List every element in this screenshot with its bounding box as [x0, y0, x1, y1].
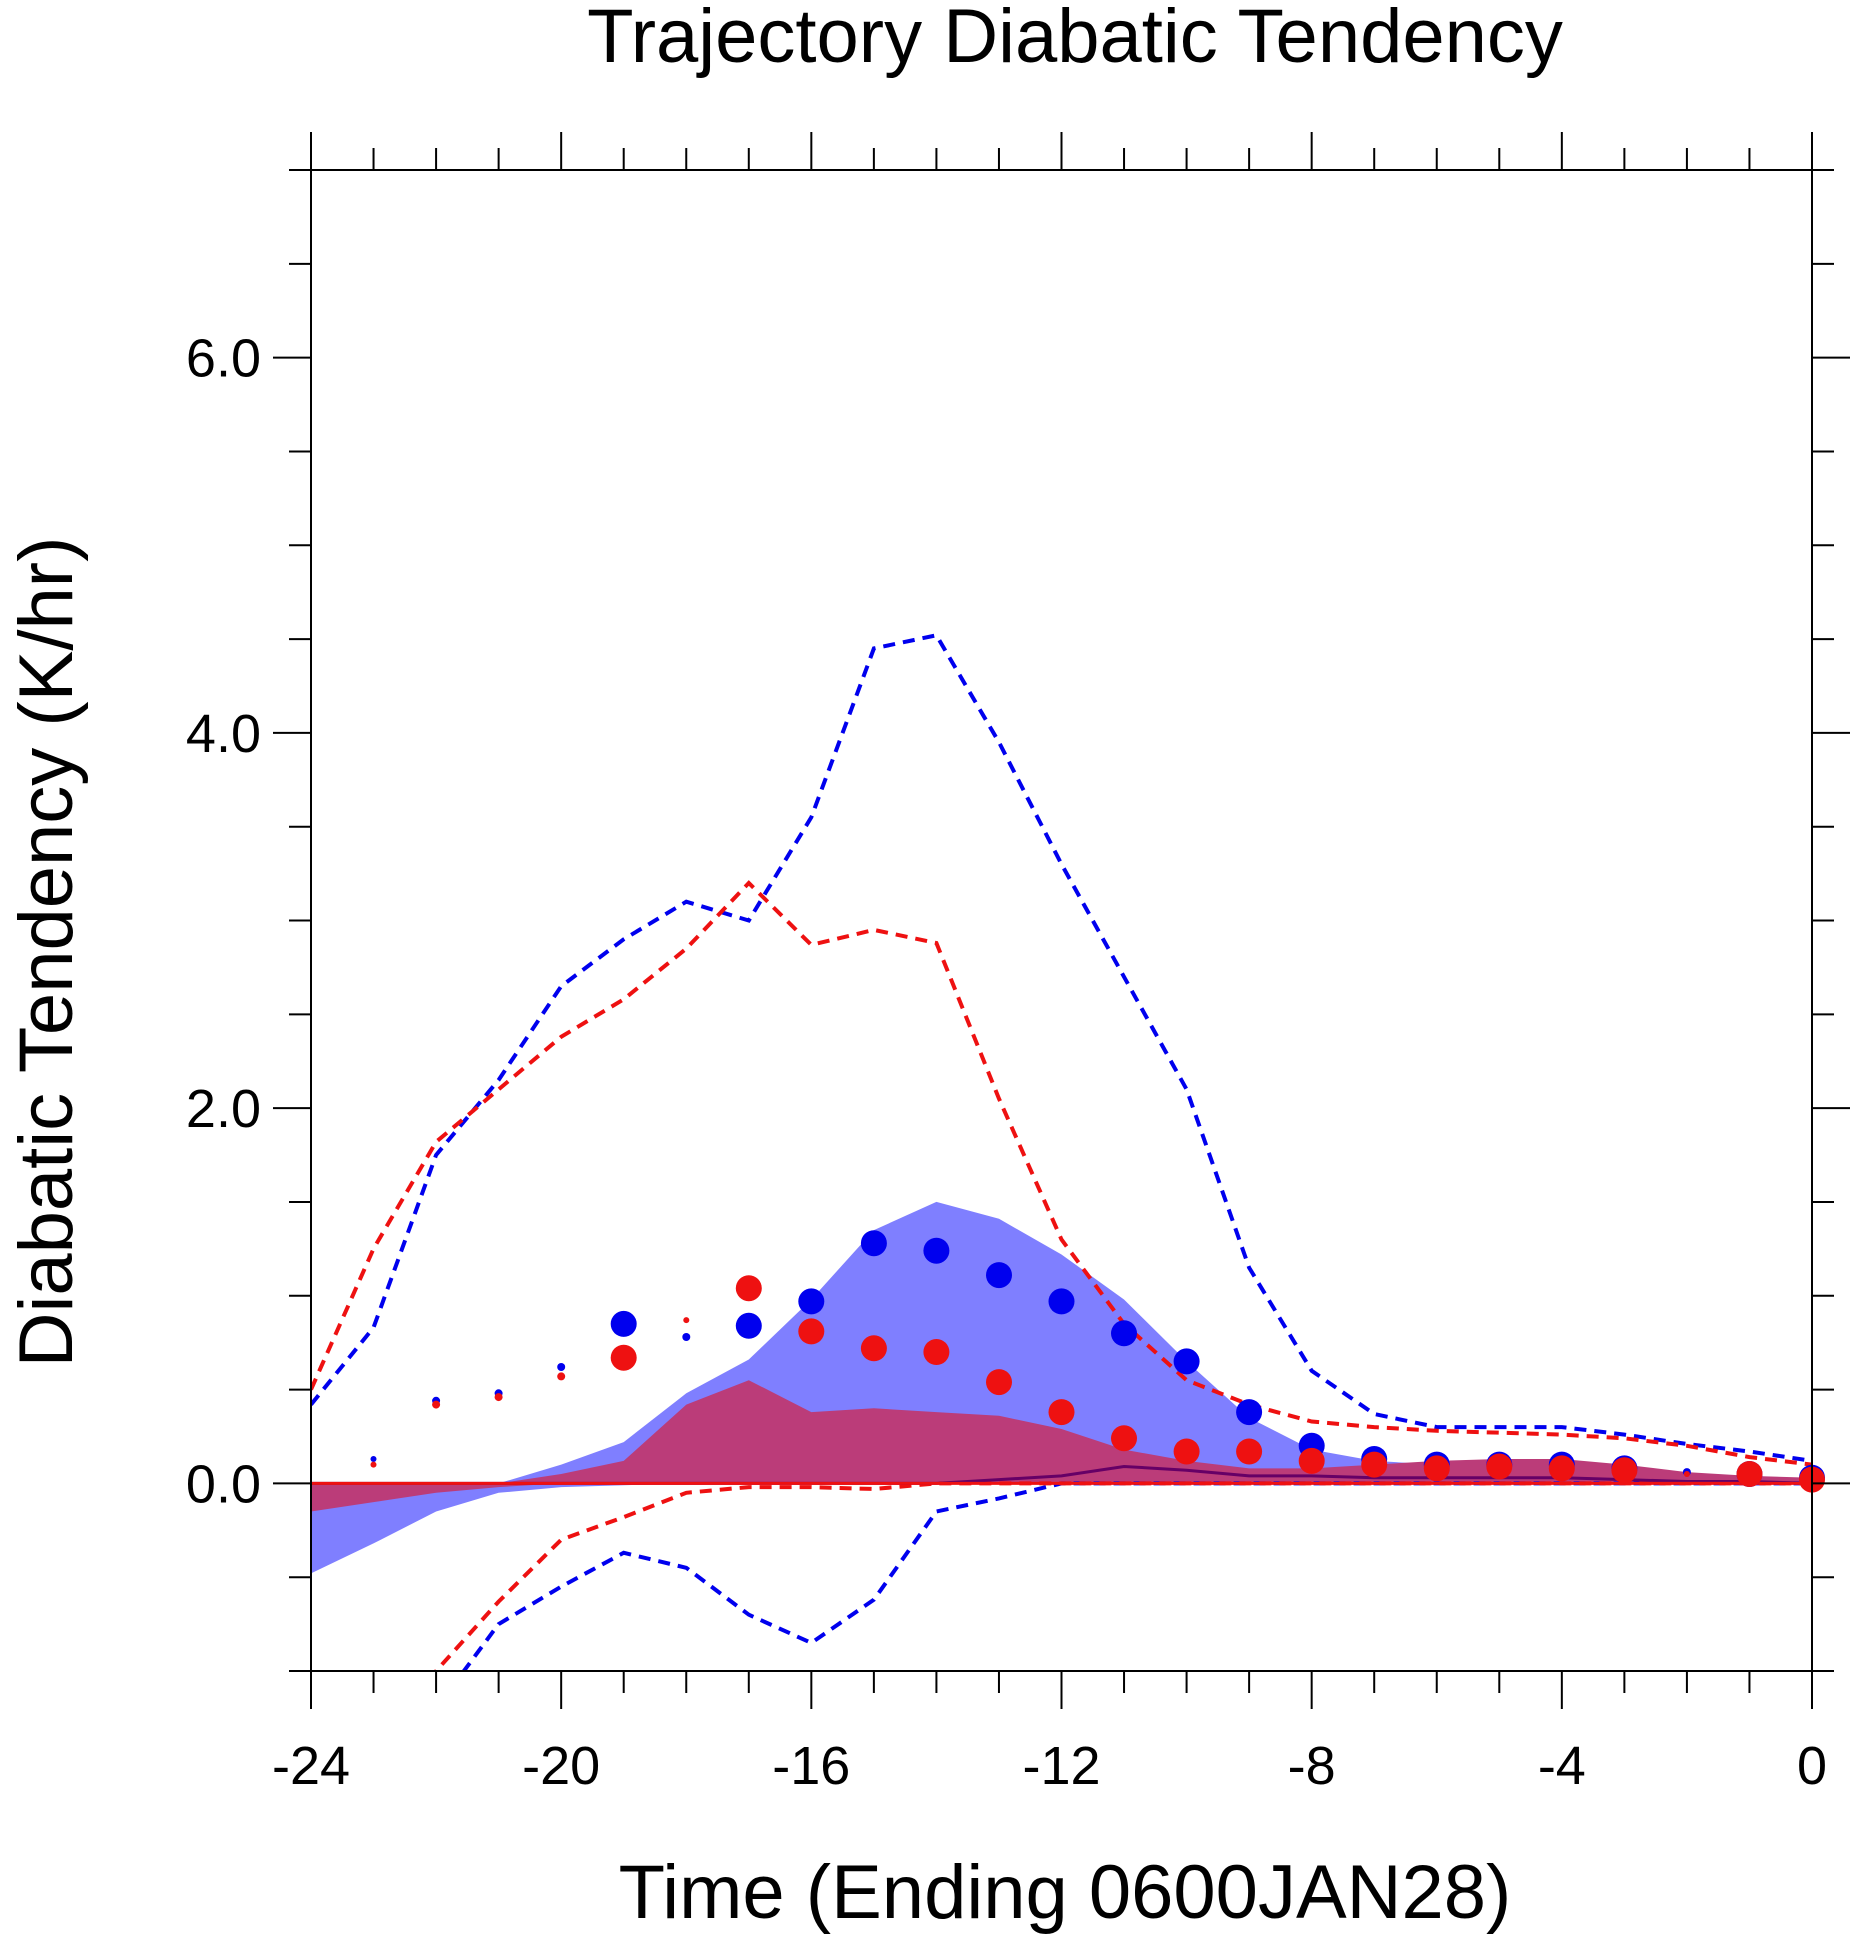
data-point-red [1736, 1461, 1763, 1487]
y-tick-label: 0.0 [186, 1454, 261, 1514]
data-point-red [1236, 1438, 1263, 1465]
chart-title: Trajectory Diabatic Tendency [587, 0, 1563, 79]
data-point-red [860, 1335, 887, 1362]
data-point-red [1548, 1455, 1575, 1482]
data-point-blue [1111, 1320, 1137, 1347]
data-point-red [1048, 1399, 1075, 1426]
data-point-red [923, 1339, 950, 1365]
data-point-blue [682, 1333, 691, 1341]
y-tick-label: 2.0 [186, 1079, 261, 1139]
data-point-red [1486, 1453, 1513, 1480]
x-tick-label: 0 [1797, 1736, 1827, 1796]
data-point-red [557, 1372, 566, 1381]
data-point-blue [1236, 1399, 1263, 1426]
data-point-red [432, 1400, 441, 1409]
data-point-red [683, 1317, 690, 1324]
data-point-blue [610, 1310, 637, 1337]
data-point-red [1683, 1471, 1690, 1477]
series-line-red-dashed-2 [311, 880, 1812, 1467]
data-point-red [1361, 1451, 1388, 1478]
data-point-red [1111, 1425, 1137, 1452]
data-point-blue [370, 1456, 377, 1462]
y-tick-label: 6.0 [186, 329, 261, 389]
series-line-blue-dashed-0 [311, 633, 1812, 1463]
x-axis-label: Time (Ending 0600JAN28) [619, 1850, 1512, 1935]
y-tick-label: 4.0 [186, 704, 261, 764]
x-tick-label: -4 [1538, 1736, 1586, 1796]
data-point-blue [986, 1262, 1012, 1289]
data-point-red [494, 1393, 503, 1402]
y-axis-label: Diabatic Tendency (K/hr) [4, 537, 89, 1368]
data-point-red [798, 1318, 825, 1345]
plot-area: -24 -20 -16 -12 -8 -4 0 0.0 2.0 4.0 6.0 [186, 132, 1850, 1796]
data-point-blue [735, 1312, 762, 1339]
data-point-red [370, 1461, 377, 1468]
data-point-red [735, 1275, 762, 1302]
x-tick-label: -16 [772, 1736, 850, 1796]
data-point-red [1423, 1455, 1450, 1482]
data-point-blue [860, 1230, 887, 1257]
x-tick-label: -12 [1022, 1736, 1100, 1796]
data-point-blue [1173, 1348, 1200, 1375]
data-point-red [1173, 1438, 1200, 1465]
x-tick-label: -8 [1288, 1736, 1336, 1796]
x-tick-label: -20 [522, 1736, 600, 1796]
data-point-red [1298, 1447, 1325, 1474]
data-point-red [1611, 1457, 1638, 1484]
data-point-red [986, 1369, 1012, 1396]
x-tick-label: -24 [272, 1736, 350, 1796]
data-point-blue [798, 1288, 825, 1315]
data-point-blue [557, 1363, 566, 1371]
data-point-red [610, 1344, 637, 1371]
data-point-blue [1048, 1288, 1075, 1315]
band-blue_fill [311, 1201, 1812, 1574]
data-point-blue [923, 1237, 950, 1264]
